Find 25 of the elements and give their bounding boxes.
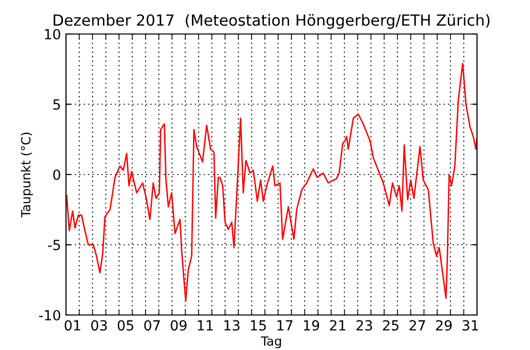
x-tick-label: 09 xyxy=(170,320,187,331)
x-tick-label: 11 xyxy=(198,320,213,330)
x-tick-label: 03 xyxy=(91,320,107,331)
x-tick-label: 31 xyxy=(462,320,478,331)
y-tick-label: -10 xyxy=(39,310,60,320)
x-tick-label: 17 xyxy=(277,320,292,330)
x-tick-label: 01 xyxy=(64,320,80,331)
x-tick-label: 07 xyxy=(144,320,160,331)
x-tick-label: 25 xyxy=(383,320,398,331)
y-tick-label: 10 xyxy=(44,28,60,40)
x-tick-label: 19 xyxy=(304,320,320,331)
x-tick-label: 05 xyxy=(118,320,134,331)
y-tick-label: -5 xyxy=(48,240,60,250)
chart-title: Dezember 2017 (Meteostation Hönggerberg/ETH Zürich) xyxy=(54,14,490,29)
y-axis-title: Taupunkt (°C) xyxy=(20,132,33,218)
line-series xyxy=(66,62,477,302)
y-tick-label: 0 xyxy=(53,169,60,180)
x-tick-label: 29 xyxy=(436,320,452,331)
x-tick-label: 15 xyxy=(250,320,266,331)
x-tick-label: 21 xyxy=(330,320,346,330)
x-tick-label: 27 xyxy=(410,320,425,330)
x-axis-title: Tag xyxy=(260,336,281,348)
x-tick-label: 13 xyxy=(224,320,240,331)
x-tick-label: 23 xyxy=(356,320,372,331)
y-tick-label: 5 xyxy=(53,99,60,110)
